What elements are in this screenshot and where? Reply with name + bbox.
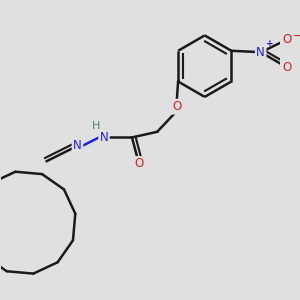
Text: O: O xyxy=(172,100,181,113)
Text: O: O xyxy=(283,33,292,46)
Text: +: + xyxy=(266,39,274,48)
Text: −: − xyxy=(292,30,300,43)
Text: O: O xyxy=(283,61,292,74)
Text: N: N xyxy=(256,46,265,59)
Text: H: H xyxy=(92,121,100,131)
Text: N: N xyxy=(100,131,108,144)
Text: N: N xyxy=(73,139,82,152)
Text: O: O xyxy=(134,158,144,170)
